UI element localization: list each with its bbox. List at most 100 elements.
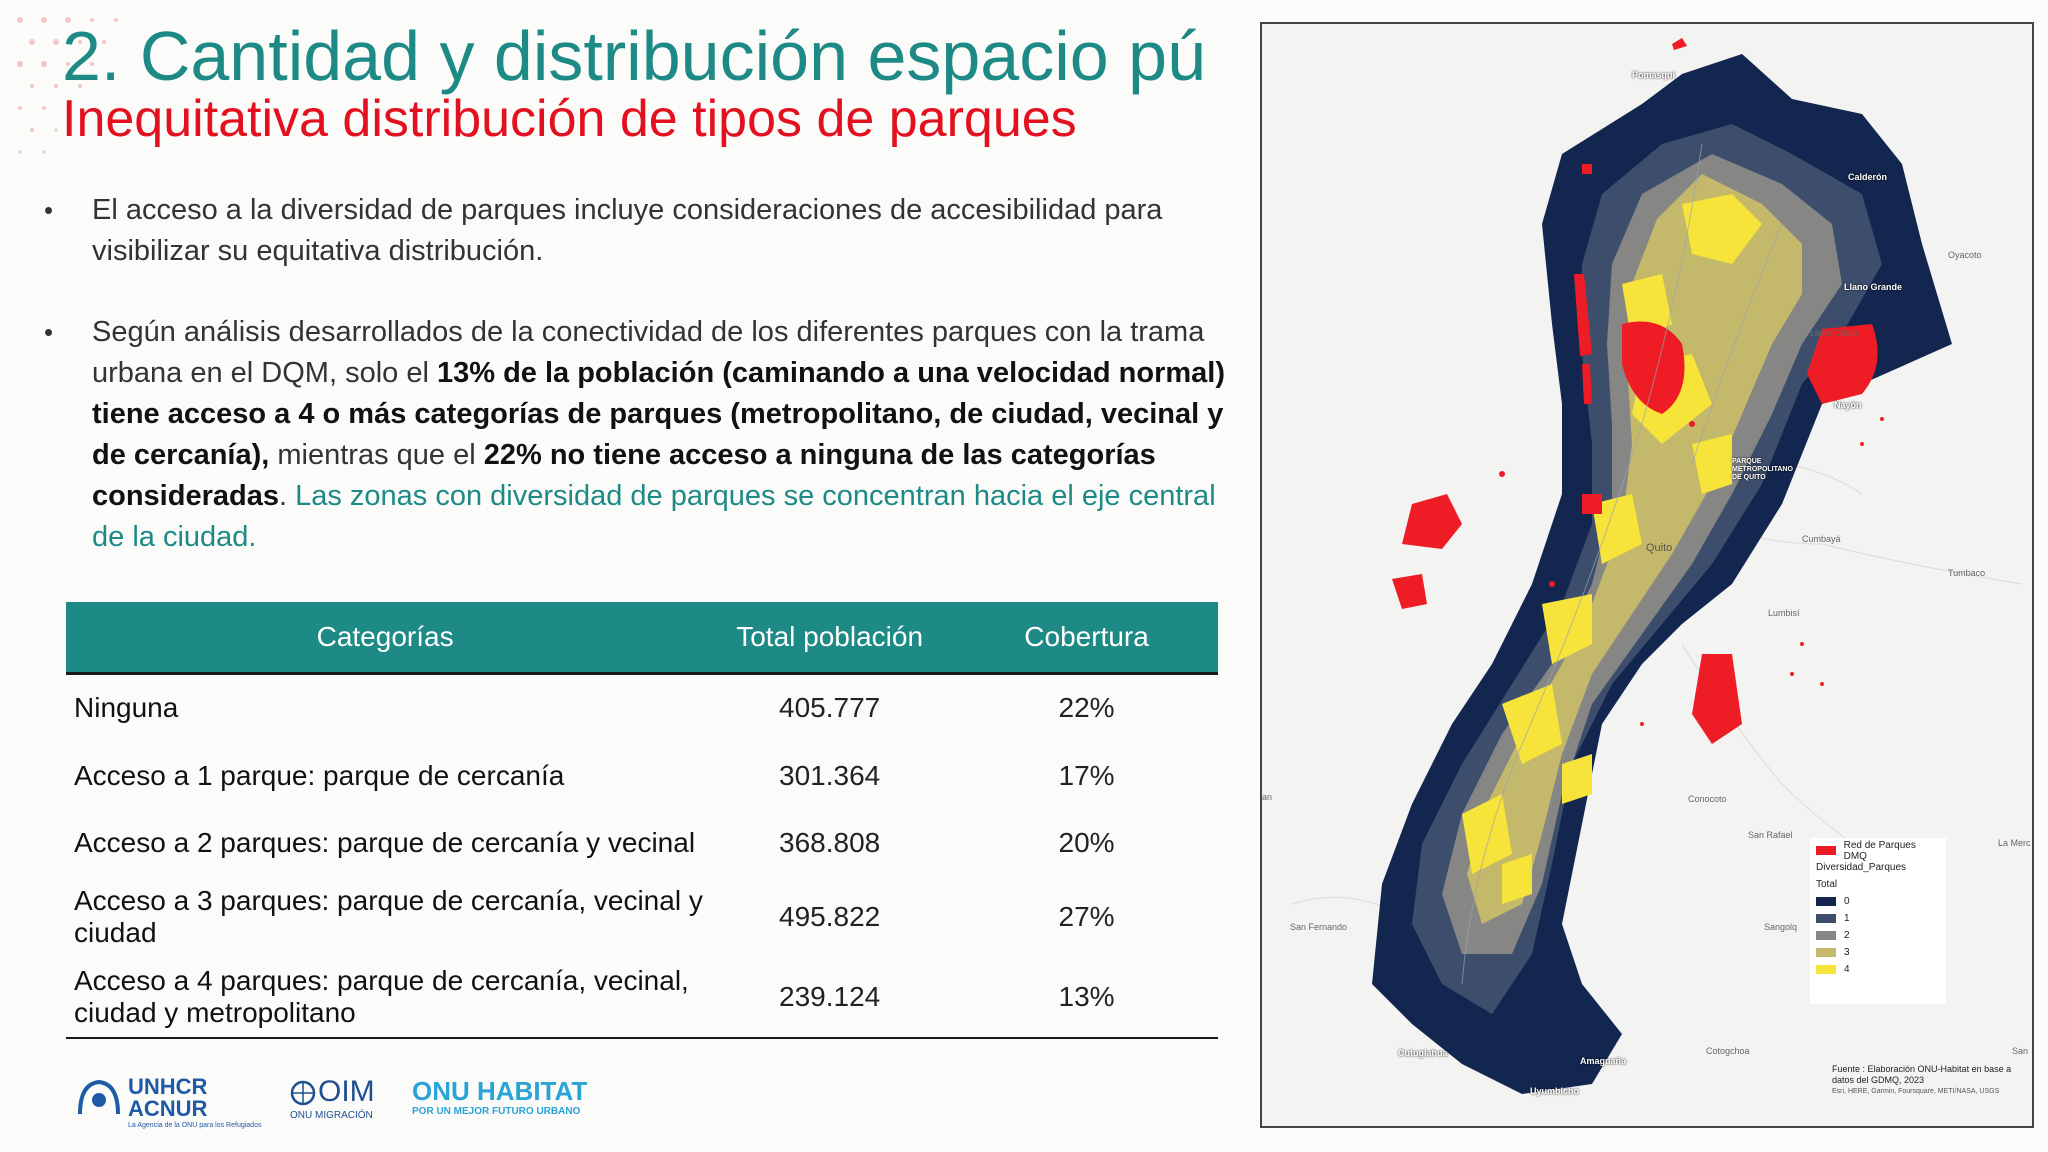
map-legend: Red de Parques DMQ Diversidad_Parques To… xyxy=(1810,838,1946,1004)
legend-layer-name: Diversidad_Parques xyxy=(1816,862,1907,873)
legend-row-2: 2 xyxy=(1816,927,1940,944)
legend-field-name: Total xyxy=(1816,879,1838,890)
bullet-text: mientras que el xyxy=(269,439,484,471)
map-credits: Esri, HERE, Garmin, Foursquare, METI/NAS… xyxy=(1832,1088,2000,1095)
cell-categoria: Ninguna xyxy=(74,692,179,724)
legend-label: 0 xyxy=(1844,896,1850,907)
legend-swatch xyxy=(1816,965,1836,974)
bullet-symbol: • xyxy=(44,195,54,225)
cell-cobertura: 17% xyxy=(1058,759,1115,791)
map-label-cumbaya: Cumbayá xyxy=(1802,534,1841,544)
acnur-name: ACNUR xyxy=(128,1096,208,1121)
legend-row-4: 4 xyxy=(1816,961,1940,978)
map-label-sangolqui: Sangolq xyxy=(1764,922,1798,932)
bullet-bold-text: 22% no tiene acceso a ninguna de las cat… xyxy=(92,439,1156,512)
map-label-conocoto: Conocoto xyxy=(1688,794,1727,804)
unhcr-emblem-icon xyxy=(78,1079,120,1115)
legend-row-3: 3 xyxy=(1816,944,1940,961)
cell-poblacion: 405.777 xyxy=(779,692,881,724)
bullet-item: • El acceso a la diversidad de parques i… xyxy=(40,190,1240,272)
legend-swatch xyxy=(1816,914,1836,923)
cell-poblacion: 301.364 xyxy=(779,759,881,791)
map-label-cutuglahua: Cutuglahua xyxy=(1398,1048,1448,1058)
bullet-item: • Según análisis desarrollados de la con… xyxy=(40,312,1240,558)
cell-categoria: Acceso a 2 parques: parque de cercanía y… xyxy=(74,826,696,858)
map-label-quito: Quito xyxy=(1646,542,1673,554)
legend-row-0: 0 xyxy=(1816,893,1940,910)
cell-categoria: Acceso a 3 parques: parque de cercanía, … xyxy=(74,884,703,948)
map-label-tumbaco: Tumbaco xyxy=(1948,568,1986,578)
map-source-text: Fuente : Elaboración ONU-Habitat en base… xyxy=(1832,1064,2012,1085)
cell-cobertura: 13% xyxy=(955,957,1218,1039)
cell-cobertura: 20% xyxy=(1058,826,1115,858)
oim-tagline: ONU MIGRACIÓN xyxy=(290,1110,373,1121)
unhcr-name: UNHCR xyxy=(128,1074,208,1099)
parks-diversity-map: Pomasqui Calderón Oyacoto Llano Grande L… xyxy=(1260,22,2034,1128)
oim-name: OIM xyxy=(318,1075,375,1108)
map-label-amaguana: Amaguaña xyxy=(1580,1056,1627,1066)
legend-row-1: 1 xyxy=(1816,910,1940,927)
map-label-san-fernando: San Fernando xyxy=(1290,922,1348,932)
table-header-row: Categorías Total población Cobertura xyxy=(66,602,1218,675)
legend-label: 3 xyxy=(1844,947,1850,958)
map-label-la-merced: La Merc xyxy=(1998,838,2031,848)
legend-swatch xyxy=(1816,948,1836,957)
coverage-table: Categorías Total población Cobertura Nin… xyxy=(66,602,1218,1039)
table-row: Acceso a 1 parque: parque de cercanía 30… xyxy=(66,742,1218,810)
bullet-text: . xyxy=(278,480,296,512)
onu-habitat-logo: ONU HABITAT POR UN MEJOR FUTURO URBANO xyxy=(412,1076,587,1118)
legend-swatch xyxy=(1816,846,1836,855)
bullet-bold-text: 13% de la población (caminando a una vel… xyxy=(92,357,1225,471)
cell-categoria: Acceso a 1 parque: parque de cercanía xyxy=(74,759,565,791)
bullet-text: El acceso a la diversidad de parques inc… xyxy=(92,194,1163,267)
cell-poblacion: 495.822 xyxy=(779,900,881,932)
legend-swatch xyxy=(1816,931,1836,940)
map-parks-network xyxy=(1392,38,1884,744)
legend-row-parks: Red de Parques DMQ xyxy=(1816,839,1940,862)
decorative-dot-pattern xyxy=(17,17,118,154)
table-row: Acceso a 2 parques: parque de cercanía y… xyxy=(66,810,1218,876)
onu-habitat-name: ONU HABITAT xyxy=(412,1076,588,1106)
map-label-cotogchoa: Cotogchoa xyxy=(1706,1046,1750,1056)
map-label-llano-chico: Llano Chico xyxy=(1810,328,1858,338)
cell-categoria: Acceso a 4 parques: parque de cercanía, … xyxy=(66,957,705,1039)
cell-cobertura: 22% xyxy=(1058,692,1115,724)
partner-logos: UNHCR ACNUR La Agencia de la ONU para lo… xyxy=(76,1074,636,1129)
map-label-pomasqui: Pomasqui xyxy=(1632,70,1676,80)
map-label-calderon: Calderón xyxy=(1848,172,1888,182)
header-cobertura: Cobertura xyxy=(955,602,1218,675)
unhcr-tagline: La Agencia de la ONU para los Refugiados xyxy=(128,1122,262,1129)
map-zone-4 xyxy=(1462,194,1762,904)
table-row: Acceso a 3 parques: parque de cercanía, … xyxy=(66,876,1218,958)
map-source-note: Fuente : Elaboración ONU-Habitat en base… xyxy=(1832,1064,2022,1097)
map-label-lumbisi: Lumbisí xyxy=(1768,608,1800,618)
bullet-highlight-text: Las zonas con diversidad de parques se c… xyxy=(92,480,1216,553)
map-label-oyacoto: Oyacoto xyxy=(1948,250,1982,260)
legend-label: Red de Parques DMQ xyxy=(1843,839,1916,862)
legend-label: 1 xyxy=(1844,913,1850,924)
header-total-poblacion: Total población xyxy=(704,602,956,675)
globe-icon xyxy=(290,1080,316,1106)
cell-poblacion: 368.808 xyxy=(779,826,881,858)
cell-cobertura: 27% xyxy=(1058,900,1115,932)
bullet-list: • El acceso a la diversidad de parques i… xyxy=(40,190,1240,558)
map-label-parque-metropolitano: PARQUE METROPOLITANO DE QUITO xyxy=(1732,458,1793,481)
slide-title: 2. Cantidad y distribución espacio pú xyxy=(62,17,1207,95)
table-row: Acceso a 4 parques: parque de cercanía, … xyxy=(66,957,1218,1039)
legend-label: 2 xyxy=(1844,930,1850,941)
map-canvas xyxy=(1291,38,2023,1094)
header-categorias: Categorías xyxy=(66,602,705,675)
map-label-edge: an xyxy=(1262,792,1273,802)
cell-poblacion: 239.124 xyxy=(704,957,956,1039)
slide-subtitle: Inequitativa distribución de tipos de pa… xyxy=(62,90,1077,148)
table-row: Ninguna 405.777 22% xyxy=(66,674,1218,742)
legend-swatch xyxy=(1816,897,1836,906)
onu-habitat-tagline: POR UN MEJOR FUTURO URBANO xyxy=(412,1106,581,1117)
bullet-text: Según análisis desarrollados de la conec… xyxy=(92,316,1205,389)
map-label-san-rafael: San Rafael xyxy=(1748,830,1793,840)
map-label-san: San xyxy=(2012,1046,2029,1056)
map-label-uyumbicho: Uyumbicho xyxy=(1530,1086,1580,1096)
map-label-nayon: Nayón xyxy=(1834,400,1862,410)
bullet-symbol: • xyxy=(44,317,54,347)
map-label-llano-grande: Llano Grande xyxy=(1844,282,1903,292)
